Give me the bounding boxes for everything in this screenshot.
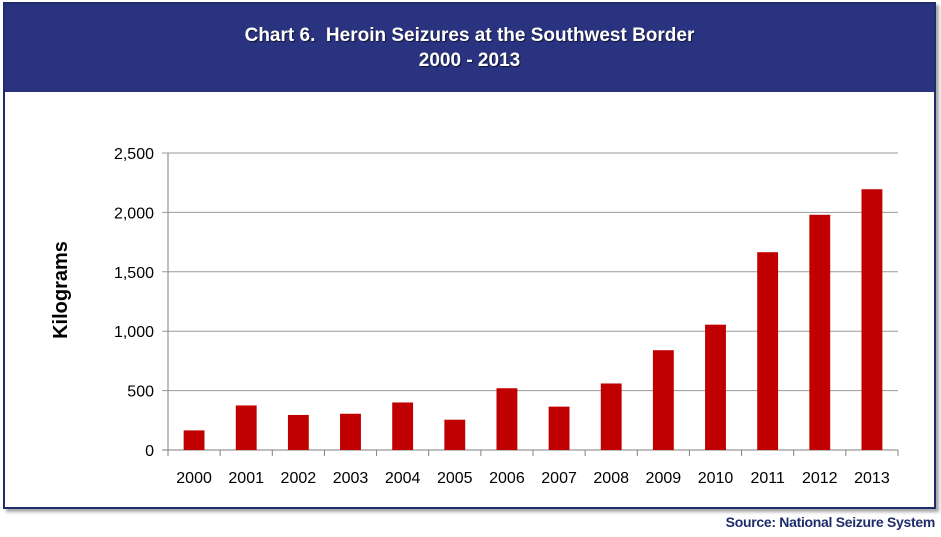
- bar-2007: [548, 406, 570, 450]
- x-tick-label: 2010: [698, 470, 734, 487]
- bar-2003: [340, 413, 361, 450]
- x-tick-labels: 2000 2001 2002 2003 2004 2005 2006 2007 2008 2009…: [176, 470, 890, 487]
- chart-frame: Chart 6. Heroin Seizures at the Southwes…: [3, 2, 936, 509]
- source-note: Source: National Seizure System: [725, 514, 936, 530]
- bar-2005: [444, 419, 466, 450]
- y-tick-label: 2,500: [114, 146, 154, 163]
- bar-2001: [235, 405, 257, 450]
- x-tick-label: 2004: [385, 470, 421, 487]
- bar-2002: [287, 414, 309, 450]
- x-tick-label: 2006: [489, 470, 525, 487]
- y-tick-label: 1,000: [114, 324, 154, 341]
- bar-2010: [705, 324, 726, 450]
- bar-2000: [183, 430, 205, 450]
- bar-2006: [496, 388, 518, 450]
- chart-title: Chart 6. Heroin Seizures at the Southwes…: [244, 25, 695, 46]
- bar-2009: [652, 350, 674, 450]
- y-tick-label: 500: [127, 384, 154, 401]
- y-tick-labels: 0 500 1,000 1,500 2,000 2,500: [114, 146, 154, 460]
- x-tick-label: 2011: [750, 470, 785, 487]
- bar-2011: [757, 252, 779, 450]
- x-tick-label: 2001: [228, 470, 264, 487]
- bar-2012: [809, 214, 831, 450]
- bars: [183, 189, 883, 450]
- x-tick-label: 2013: [854, 470, 890, 487]
- chart-header: Chart 6. Heroin Seizures at the Southwes…: [5, 4, 934, 92]
- bar-2008: [600, 383, 622, 450]
- y-axis-label: Kilograms: [50, 241, 72, 339]
- x-tick-label: 2012: [802, 470, 838, 487]
- chart-subtitle: 2000 - 2013: [418, 50, 521, 71]
- x-tick-label: 2005: [437, 470, 473, 487]
- y-tick-label: 2,000: [114, 205, 154, 222]
- x-tick-label: 2003: [333, 470, 369, 487]
- x-tick-label: 2009: [646, 470, 682, 487]
- bar-2013: [861, 189, 883, 450]
- y-tick-label: 0: [145, 443, 154, 460]
- y-tick-label: 1,500: [114, 265, 154, 282]
- x-tick-label: 2008: [593, 470, 629, 487]
- x-tick-label: 2000: [176, 470, 212, 487]
- x-tick-label: 2002: [281, 470, 317, 487]
- x-tick-label: 2007: [541, 470, 577, 487]
- bar-2004: [392, 402, 414, 450]
- gridlines: [162, 152, 899, 456]
